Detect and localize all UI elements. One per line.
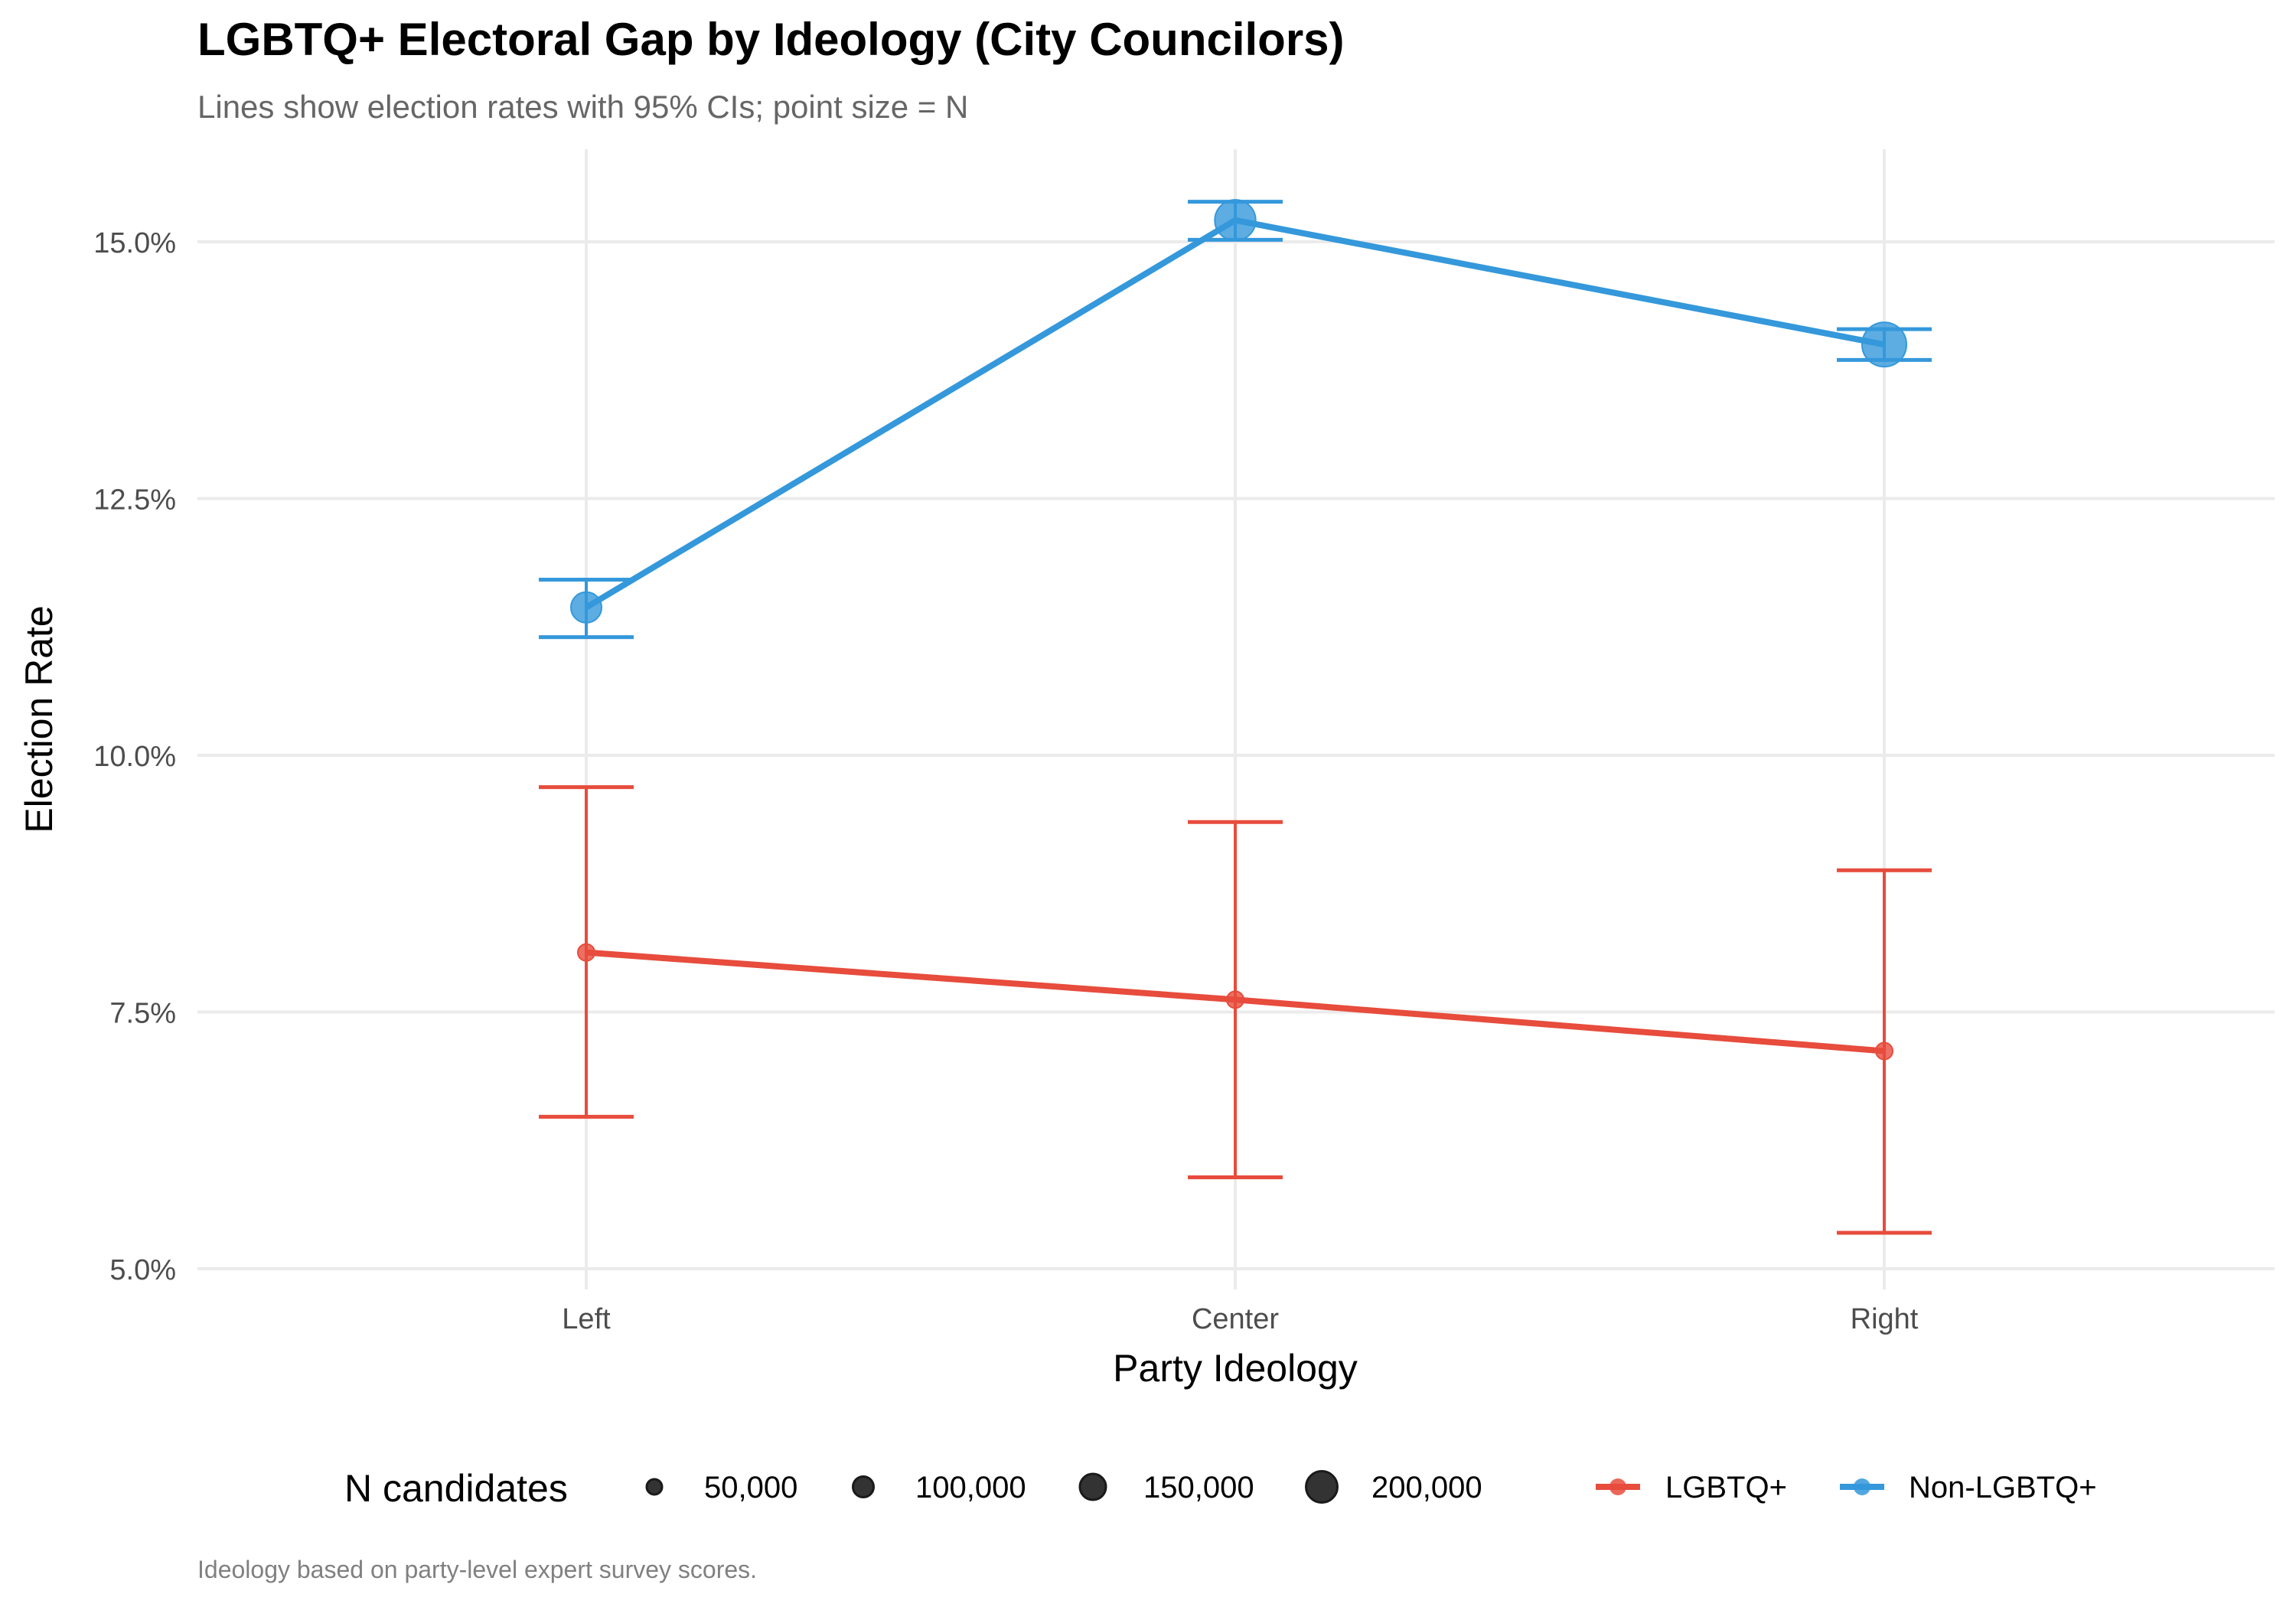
size-legend-label: 50,000 [704, 1471, 797, 1504]
series-non-lgbtq- [539, 199, 1932, 640]
chart-caption: Ideology based on party-level expert sur… [197, 1556, 757, 1583]
data-point [1226, 990, 1244, 1009]
plot-series [539, 199, 1932, 1235]
y-axis-ticks: 5.0% 7.5% 10.0% 12.5% 15.0% [93, 227, 176, 1286]
data-point [569, 591, 603, 624]
x-axis-title: Party Ideology [1113, 1347, 1358, 1390]
chart-subtitle: Lines show election rates with 95% CIs; … [197, 89, 968, 125]
data-point [577, 943, 595, 962]
chart-title: LGBTQ+ Electoral Gap by Ideology (City C… [197, 14, 1345, 65]
legend: N candidates 50,000 100,000 150,000 200,000… [344, 1467, 2097, 1510]
x-tick-label: Right [1851, 1303, 1919, 1335]
size-legend-label: 200,000 [1371, 1471, 1482, 1504]
size-legend-key [852, 1475, 875, 1498]
y-tick-label: 15.0% [93, 227, 176, 259]
x-tick-label: Left [562, 1303, 611, 1335]
y-tick-label: 7.5% [109, 998, 176, 1030]
size-legend-label: 150,000 [1143, 1471, 1254, 1504]
x-tick-label: Center [1192, 1303, 1279, 1335]
gridlines [197, 149, 2275, 1289]
data-point [1875, 1041, 1893, 1061]
size-legend-key [1305, 1470, 1339, 1504]
color-legend-label: Non-LGBTQ+ [1909, 1471, 2097, 1504]
size-legend-title: N candidates [344, 1467, 568, 1510]
color-legend-point-key [1854, 1478, 1870, 1495]
size-legend-key [645, 1478, 664, 1496]
y-tick-label: 5.0% [109, 1254, 176, 1286]
color-legend-label: LGBTQ+ [1665, 1471, 1787, 1504]
x-axis-ticks: Left Center Right [562, 1303, 1918, 1335]
y-tick-label: 12.5% [93, 484, 176, 517]
color-legend-point-key [1609, 1478, 1626, 1495]
data-point [1861, 321, 1907, 368]
series-lgbtq- [539, 785, 1932, 1235]
data-point [1214, 199, 1257, 242]
size-legend-key [1078, 1472, 1107, 1501]
size-legend-label: 100,000 [915, 1471, 1026, 1504]
y-axis-title: Election Rate [18, 605, 60, 833]
y-tick-label: 10.0% [93, 741, 176, 773]
